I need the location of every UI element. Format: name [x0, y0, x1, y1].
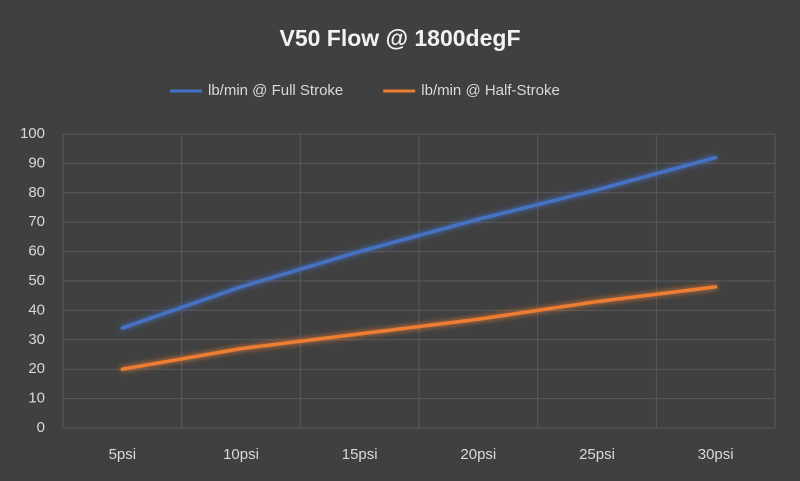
x-tick-label: 15psi: [342, 446, 378, 463]
y-tick-label: 60: [28, 243, 45, 260]
y-tick-label: 20: [28, 360, 45, 377]
chart-title: V50 Flow @ 1800degF: [279, 25, 520, 51]
y-tick-label: 30: [28, 331, 45, 348]
legend-label: lb/min @ Full Stroke: [208, 82, 343, 99]
y-tick-label: 100: [20, 125, 45, 142]
series-line: [120, 285, 718, 371]
x-tick-label: 10psi: [223, 446, 259, 463]
series-line: [120, 155, 718, 330]
x-tick-label: 30psi: [698, 446, 734, 463]
legend-label: lb/min @ Half-Stroke: [421, 82, 560, 99]
x-tick-label: 20psi: [460, 446, 496, 463]
x-tick-label: 25psi: [579, 446, 615, 463]
y-tick-label: 0: [37, 419, 45, 436]
x-tick-label: 5psi: [109, 446, 137, 463]
y-tick-label: 40: [28, 301, 45, 318]
y-tick-label: 80: [28, 184, 45, 201]
y-tick-label: 70: [28, 213, 45, 230]
y-tick-label: 10: [28, 390, 45, 407]
y-tick-label: 90: [28, 154, 45, 171]
y-tick-label: 50: [28, 272, 45, 289]
